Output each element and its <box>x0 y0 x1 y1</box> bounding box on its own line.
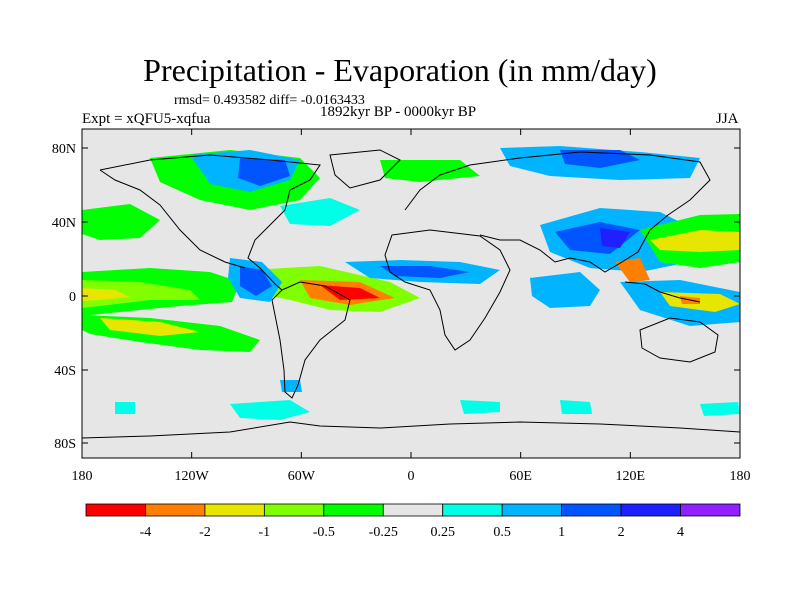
field-band <box>82 204 160 240</box>
field-band <box>238 158 290 186</box>
lon-tick-label: 60E <box>509 469 532 484</box>
field-band <box>600 228 630 248</box>
lat-tick-label: 0 <box>69 290 76 305</box>
coastline-greenland <box>329 149 401 189</box>
colorbar-swatch <box>382 503 444 517</box>
colorbar-swatch <box>561 503 622 517</box>
colorbar-swatch <box>442 503 503 517</box>
map-title: Precipitation - Evaporation (in mm/day) <box>143 52 657 88</box>
lon-tick-label: 60W <box>288 469 316 484</box>
colorbar-swatch <box>501 503 563 517</box>
colorbar-swatch <box>204 503 265 517</box>
coastline-north-america <box>99 154 321 291</box>
lat-tick-label: 40S <box>54 364 76 379</box>
coastline-africa <box>384 229 511 351</box>
field-band <box>230 400 310 420</box>
coastline-eurasia <box>404 151 711 273</box>
coastline-antarctica <box>82 421 740 439</box>
field-band <box>650 230 740 252</box>
field-band <box>82 288 130 301</box>
period-label: 1892kyr BP - 0000kyr BP <box>320 104 477 120</box>
field-band <box>700 402 740 416</box>
stats-label: rmsd= 0.493582 diff= -0.0163433 <box>174 93 365 108</box>
lat-tick-label: 40N <box>52 216 76 231</box>
coastline-south-america <box>271 281 351 399</box>
field-band <box>560 150 640 168</box>
field-band <box>240 266 272 296</box>
colorbar-label: -4 <box>140 525 152 540</box>
colorbar-swatch <box>680 503 741 517</box>
field-band <box>115 402 135 414</box>
field-band <box>100 318 200 336</box>
coastlines <box>82 149 740 439</box>
field-band <box>82 280 200 308</box>
lon-tick-label: 180 <box>72 469 93 484</box>
season-label: JJA <box>716 111 739 127</box>
colorbar-swatch <box>263 503 325 517</box>
field-band <box>380 160 480 182</box>
colorbar-label: -2 <box>199 525 211 540</box>
colorbar: -4 -2 -1 -0.5 -0.25 0.25 0.5 1 2 4 <box>85 503 741 540</box>
lat-tick-label: 80S <box>54 437 76 452</box>
coastline-north-america-west <box>99 169 246 269</box>
field-band <box>320 285 380 300</box>
field-band <box>380 266 470 278</box>
colorbar-label: 0.5 <box>493 525 511 540</box>
coastline-indonesia <box>624 281 701 303</box>
lon-tick-label: 180 <box>730 469 751 484</box>
coastline-australia <box>639 317 719 363</box>
colorbar-label: -0.25 <box>369 525 398 540</box>
longitude-axis: 180 120W 60W 0 60E 120E 180 <box>72 129 751 484</box>
colorbar-label: 1 <box>558 525 565 540</box>
colorbar-label: 0.25 <box>430 525 455 540</box>
colorbar-swatch <box>145 503 206 517</box>
field-band <box>615 258 650 282</box>
colorbar-label: -1 <box>259 525 271 540</box>
lat-tick-label: 80N <box>52 142 76 157</box>
colorbar-swatch <box>85 503 146 517</box>
lon-tick-label: 0 <box>408 469 415 484</box>
colorbar-label: 4 <box>677 525 684 540</box>
colorbar-label: -0.5 <box>313 525 335 540</box>
field-band <box>530 272 600 308</box>
field-band <box>280 198 360 226</box>
lon-tick-label: 120W <box>175 469 210 484</box>
experiment-label: Expt = xQFU5-xqfua <box>82 111 211 127</box>
field-band <box>560 400 592 414</box>
map-field <box>82 129 740 458</box>
colorbar-swatch <box>620 503 681 517</box>
colorbar-label: 2 <box>618 525 625 540</box>
colorbar-swatch <box>323 503 384 517</box>
field-band <box>460 400 500 414</box>
lon-tick-label: 120E <box>616 469 646 484</box>
latitude-axis: 80N 40N 0 40S 80S <box>52 142 740 452</box>
